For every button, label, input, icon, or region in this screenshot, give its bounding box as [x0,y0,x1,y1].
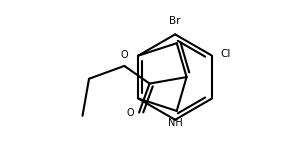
Text: O: O [126,108,134,118]
Text: NH: NH [168,118,182,128]
Text: Br: Br [169,16,181,26]
Text: O: O [120,50,128,60]
Text: Cl: Cl [220,49,231,59]
